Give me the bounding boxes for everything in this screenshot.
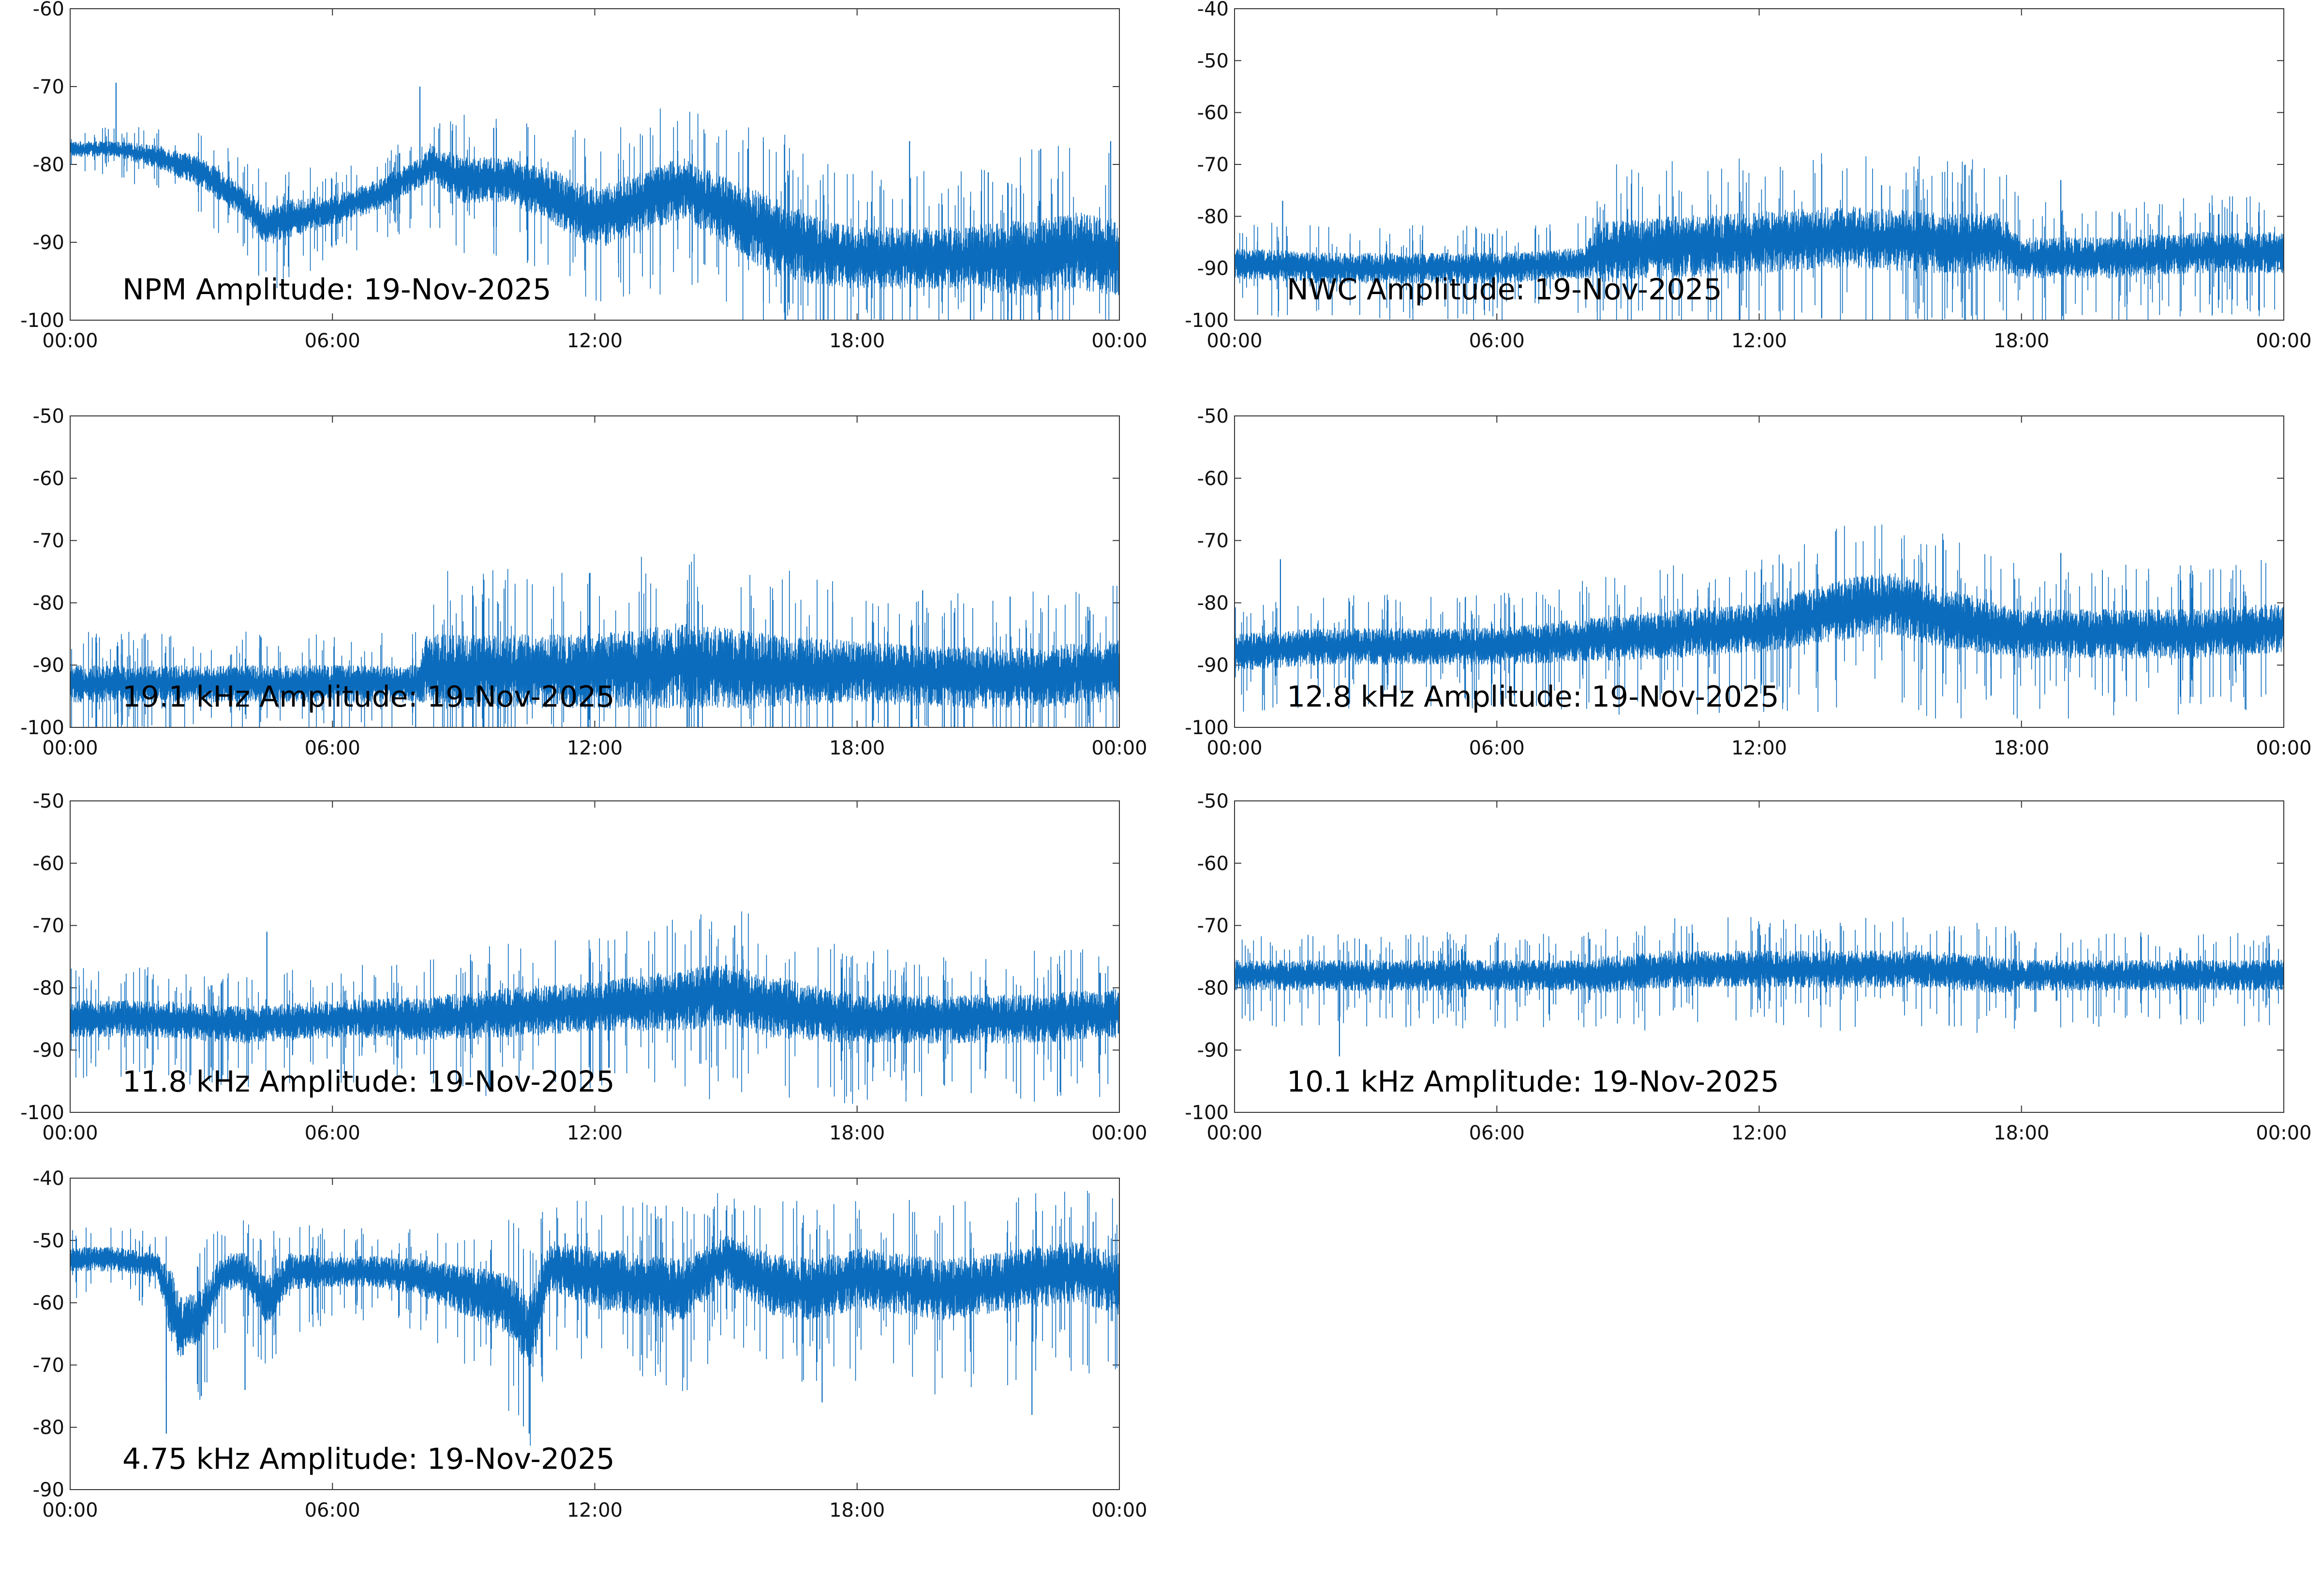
y-tick-label: -100 [20,1102,64,1124]
y-tick-label: -90 [1197,258,1229,280]
x-tick-label: 12:00 [567,1122,623,1144]
x-tick-label: 00:00 [2256,737,2311,759]
y-tick-label: -80 [1197,977,1229,999]
x-tick-label: 06:00 [1469,330,1525,352]
y-tick-label: -100 [20,717,64,739]
y-tick-label: -90 [33,1479,64,1501]
x-tick-label: 12:00 [1731,1122,1787,1144]
x-tick-label: 06:00 [305,1499,360,1522]
y-tick-label: -60 [33,0,64,20]
y-tick-label: -40 [1197,0,1229,20]
x-tick-label: 00:00 [1206,330,1262,352]
panel-title: 19.1 kHz Amplitude: 19-Nov-2025 [122,680,615,714]
y-tick-label: -80 [33,154,64,176]
y-tick-label: -90 [33,654,64,677]
x-tick-label: 00:00 [1091,1122,1147,1144]
x-tick-label: 12:00 [567,330,623,352]
y-tick-label: -100 [1185,1102,1229,1124]
y-tick-label: -90 [33,232,64,254]
y-tick-label: -40 [33,1167,64,1190]
y-tick-label: -80 [33,592,64,614]
x-tick-label: 00:00 [42,1122,98,1144]
x-tick-label: 18:00 [829,737,885,759]
x-tick-label: 00:00 [42,1499,98,1522]
panel-title: NPM Amplitude: 19-Nov-2025 [122,273,551,307]
x-tick-label: 00:00 [42,737,98,759]
panel-title: 10.1 kHz Amplitude: 19-Nov-2025 [1287,1065,1779,1099]
y-tick-label: -60 [1197,468,1229,490]
y-tick-label: -90 [1197,654,1229,677]
x-tick-label: 00:00 [1091,737,1147,759]
y-tick-label: -70 [1197,530,1229,552]
x-tick-label: 12:00 [567,737,623,759]
y-tick-label: -50 [1197,50,1229,72]
x-tick-label: 00:00 [1206,1122,1262,1144]
y-tick-label: -100 [1185,310,1229,332]
y-tick-label: -60 [1197,853,1229,875]
x-tick-label: 06:00 [305,737,360,759]
x-tick-label: 18:00 [1994,737,2049,759]
x-tick-label: 18:00 [1994,330,2049,352]
y-tick-label: -60 [33,1292,64,1315]
y-tick-label: -70 [1197,915,1229,937]
y-tick-label: -100 [20,310,64,332]
x-tick-label: 00:00 [2256,1122,2311,1144]
x-tick-label: 06:00 [305,1122,360,1144]
x-tick-label: 00:00 [1091,1499,1147,1522]
x-tick-label: 12:00 [1731,737,1787,759]
y-tick-label: -60 [33,853,64,875]
panel-title: NWC Amplitude: 19-Nov-2025 [1287,273,1722,307]
x-tick-label: 06:00 [305,330,360,352]
x-tick-label: 00:00 [1091,330,1147,352]
panel-title: 12.8 kHz Amplitude: 19-Nov-2025 [1287,680,1779,714]
y-tick-label: -70 [1197,154,1229,176]
x-tick-label: 18:00 [829,330,885,352]
y-tick-label: -100 [1185,717,1229,739]
y-tick-label: -50 [33,790,64,813]
x-tick-label: 12:00 [567,1499,623,1522]
y-tick-label: -80 [1197,206,1229,228]
x-tick-label: 06:00 [1469,1122,1525,1144]
y-tick-label: -70 [33,1354,64,1376]
panel-title: 11.8 kHz Amplitude: 19-Nov-2025 [122,1065,615,1099]
panel-title: 4.75 kHz Amplitude: 19-Nov-2025 [122,1442,615,1476]
y-tick-label: -70 [33,915,64,937]
y-tick-label: -70 [33,76,64,98]
y-tick-label: -80 [1197,592,1229,614]
y-tick-label: -90 [1197,1039,1229,1062]
x-tick-label: 18:00 [829,1499,885,1522]
x-tick-label: 00:00 [42,330,98,352]
y-tick-label: -70 [33,530,64,552]
y-tick-label: -50 [1197,790,1229,813]
y-tick-label: -50 [1197,405,1229,428]
x-tick-label: 12:00 [1731,330,1787,352]
y-tick-label: -80 [33,977,64,999]
y-tick-label: -50 [33,405,64,428]
y-tick-label: -50 [33,1230,64,1252]
x-tick-label: 00:00 [2256,330,2311,352]
y-tick-label: -90 [33,1039,64,1062]
x-tick-label: 06:00 [1469,737,1525,759]
x-tick-label: 18:00 [1994,1122,2049,1144]
y-tick-label: -60 [1197,102,1229,124]
vlf-amplitude-figure: -60-70-80-90-10000:00 06:00 12:00 18:00 00:0… [0,0,2322,1596]
y-tick-label: -80 [33,1417,64,1439]
x-tick-label: 18:00 [829,1122,885,1144]
x-tick-label: 00:00 [1206,737,1262,759]
y-tick-label: -60 [33,468,64,490]
